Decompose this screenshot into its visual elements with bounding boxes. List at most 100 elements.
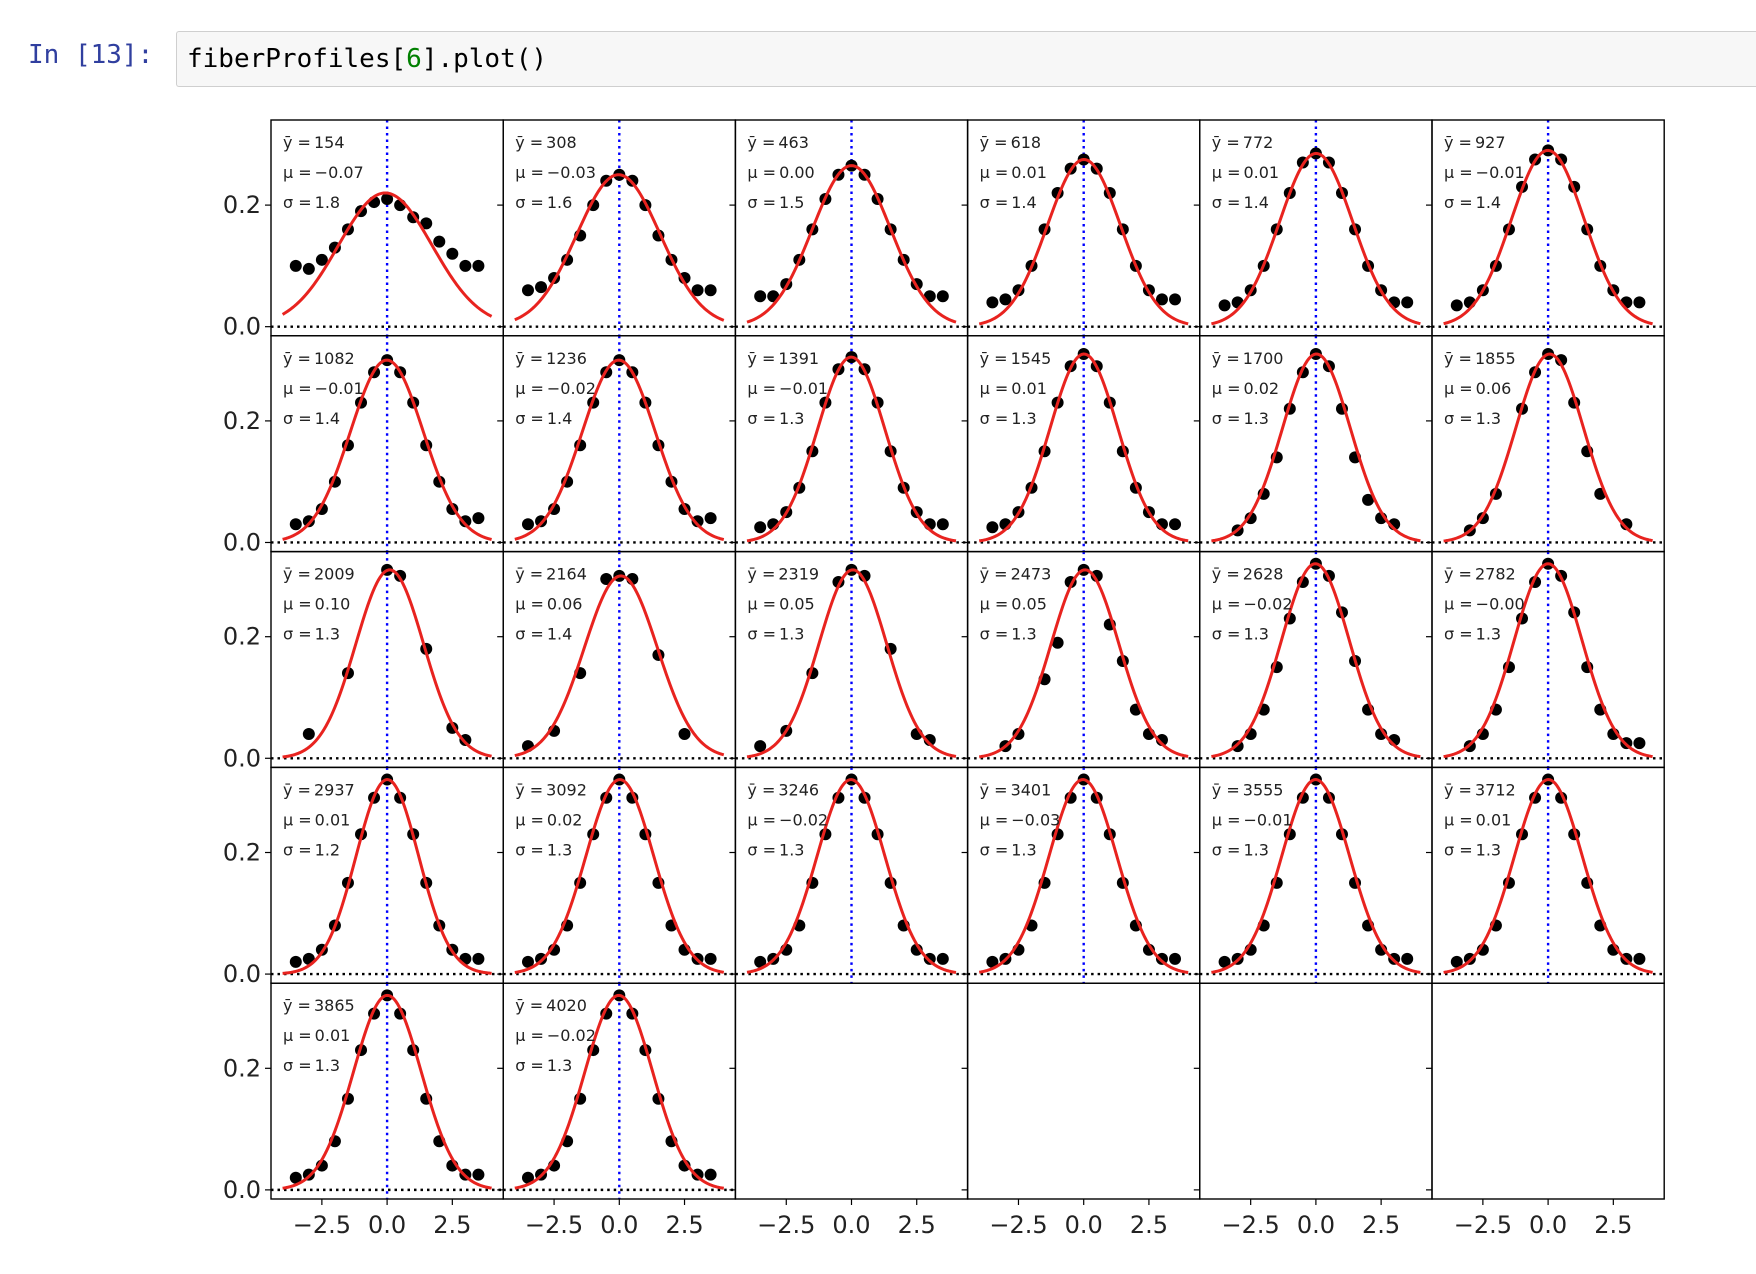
annotation-prefix: μ =: [980, 810, 1009, 829]
annotation-value: −0.00: [1476, 595, 1525, 614]
data-dot: [459, 259, 472, 272]
data-dot: [986, 296, 999, 309]
annotation: ȳ = 927: [1444, 133, 1506, 152]
x-tick-label: −2.5: [757, 1211, 815, 1239]
annotation: σ = 1.3: [980, 409, 1037, 428]
data-dot: [999, 293, 1012, 306]
annotation-prefix: μ =: [283, 810, 312, 829]
data-dot: [289, 955, 302, 968]
data-dot: [1450, 299, 1463, 312]
plot-area: [967, 551, 1200, 768]
annotation-value: −0.02: [1243, 595, 1292, 614]
y-tick-label: 0.2: [223, 407, 261, 435]
annotation-value: −0.01: [1476, 163, 1525, 182]
x-tick-label: 0.0: [1065, 1211, 1103, 1239]
data-dot: [1218, 299, 1231, 312]
annotation-prefix: σ =: [283, 193, 312, 212]
plot-area: [271, 551, 504, 768]
annotation-prefix: σ =: [1212, 409, 1241, 428]
annotation-value: 1700: [1243, 349, 1284, 368]
x-tick-label: 2.5: [1594, 1211, 1632, 1239]
annotation-prefix: σ =: [1212, 193, 1241, 212]
annotation-prefix: σ =: [747, 625, 776, 644]
plot-area: [735, 120, 968, 336]
data-dot: [691, 284, 704, 297]
annotation: σ = 1.3: [1444, 625, 1501, 644]
annotation: σ = 1.3: [1444, 840, 1501, 859]
annotation: σ = 1.8: [283, 193, 340, 212]
annotation: ȳ = 2628: [1212, 565, 1284, 584]
annotation-value: 0.06: [547, 595, 583, 614]
annotation: μ = 0.05: [747, 595, 814, 614]
data-dot: [678, 727, 691, 740]
annotation-value: −0.02: [547, 1026, 596, 1045]
annotation-value: 1.3: [1476, 840, 1501, 859]
annotation: μ = 0.01: [980, 163, 1047, 182]
annotation: σ = 1.4: [1212, 193, 1269, 212]
annotation: ȳ = 1700: [1212, 349, 1284, 368]
fit-curve: [514, 993, 725, 1190]
data-dot: [1169, 952, 1182, 965]
annotation-value: 0.01: [1243, 163, 1279, 182]
plot-area: [1199, 551, 1432, 768]
fit-curve: [514, 173, 725, 322]
x-tick-label: 2.5: [433, 1211, 471, 1239]
annotation-prefix: ȳ =: [283, 996, 311, 1015]
annotation: σ = 1.3: [1212, 840, 1269, 859]
annotation: σ = 1.4: [1444, 193, 1501, 212]
code-input[interactable]: fiberProfiles[6].plot(): [176, 31, 1756, 87]
annotation: μ = −0.02: [747, 810, 828, 829]
annotation-value: 1236: [546, 349, 587, 368]
fit-curve: [1211, 562, 1421, 759]
annotation-prefix: μ =: [747, 163, 776, 182]
annotation-prefix: σ =: [980, 409, 1009, 428]
annotation-value: 3712: [1475, 780, 1516, 799]
annotation-value: 1.3: [547, 1056, 572, 1075]
annotation-value: 1.3: [315, 625, 340, 644]
annotation: σ = 1.3: [283, 1056, 340, 1075]
annotation-value: 1.4: [1476, 193, 1501, 212]
subplot: −2.5 0.0 2.5: [1426, 982, 1665, 1239]
data-dot: [472, 259, 485, 272]
annotation-value: 1.3: [779, 625, 804, 644]
plot-area: [1199, 767, 1432, 984]
data-dot: [446, 247, 459, 260]
annotation: σ = 1.3: [1212, 409, 1269, 428]
annotation-value: 1.3: [1243, 840, 1268, 859]
x-tick-label: 0.0: [1297, 1211, 1335, 1239]
subplot: −2.5 0.0 2.5: [729, 982, 969, 1239]
annotation-prefix: μ =: [747, 595, 776, 614]
annotation: σ = 1.3: [1444, 409, 1501, 428]
data-dot: [381, 193, 394, 206]
x-tick-label: −2.5: [1454, 1211, 1512, 1239]
annotation-prefix: ȳ =: [747, 565, 775, 584]
x-tick-label: 0.0: [368, 1211, 406, 1239]
annotation: σ = 1.6: [515, 193, 572, 212]
data-dot: [1401, 296, 1414, 309]
annotation-value: 0.01: [1011, 379, 1047, 398]
annotation-value: 308: [546, 133, 577, 152]
annotation: ȳ = 3246: [747, 780, 819, 799]
annotation: ȳ = 1082: [283, 349, 355, 368]
annotation: σ = 1.2: [283, 840, 340, 859]
data-dot: [754, 955, 767, 968]
annotation-prefix: μ =: [747, 379, 776, 398]
x-tick-label: 0.0: [600, 1211, 638, 1239]
annotation-value: 4020: [546, 996, 587, 1015]
annotation-value: 3401: [1011, 780, 1052, 799]
data-dot: [521, 518, 534, 531]
annotation-value: 0.00: [779, 163, 815, 182]
annotation-prefix: σ =: [1212, 840, 1241, 859]
annotation-prefix: μ =: [515, 379, 544, 398]
